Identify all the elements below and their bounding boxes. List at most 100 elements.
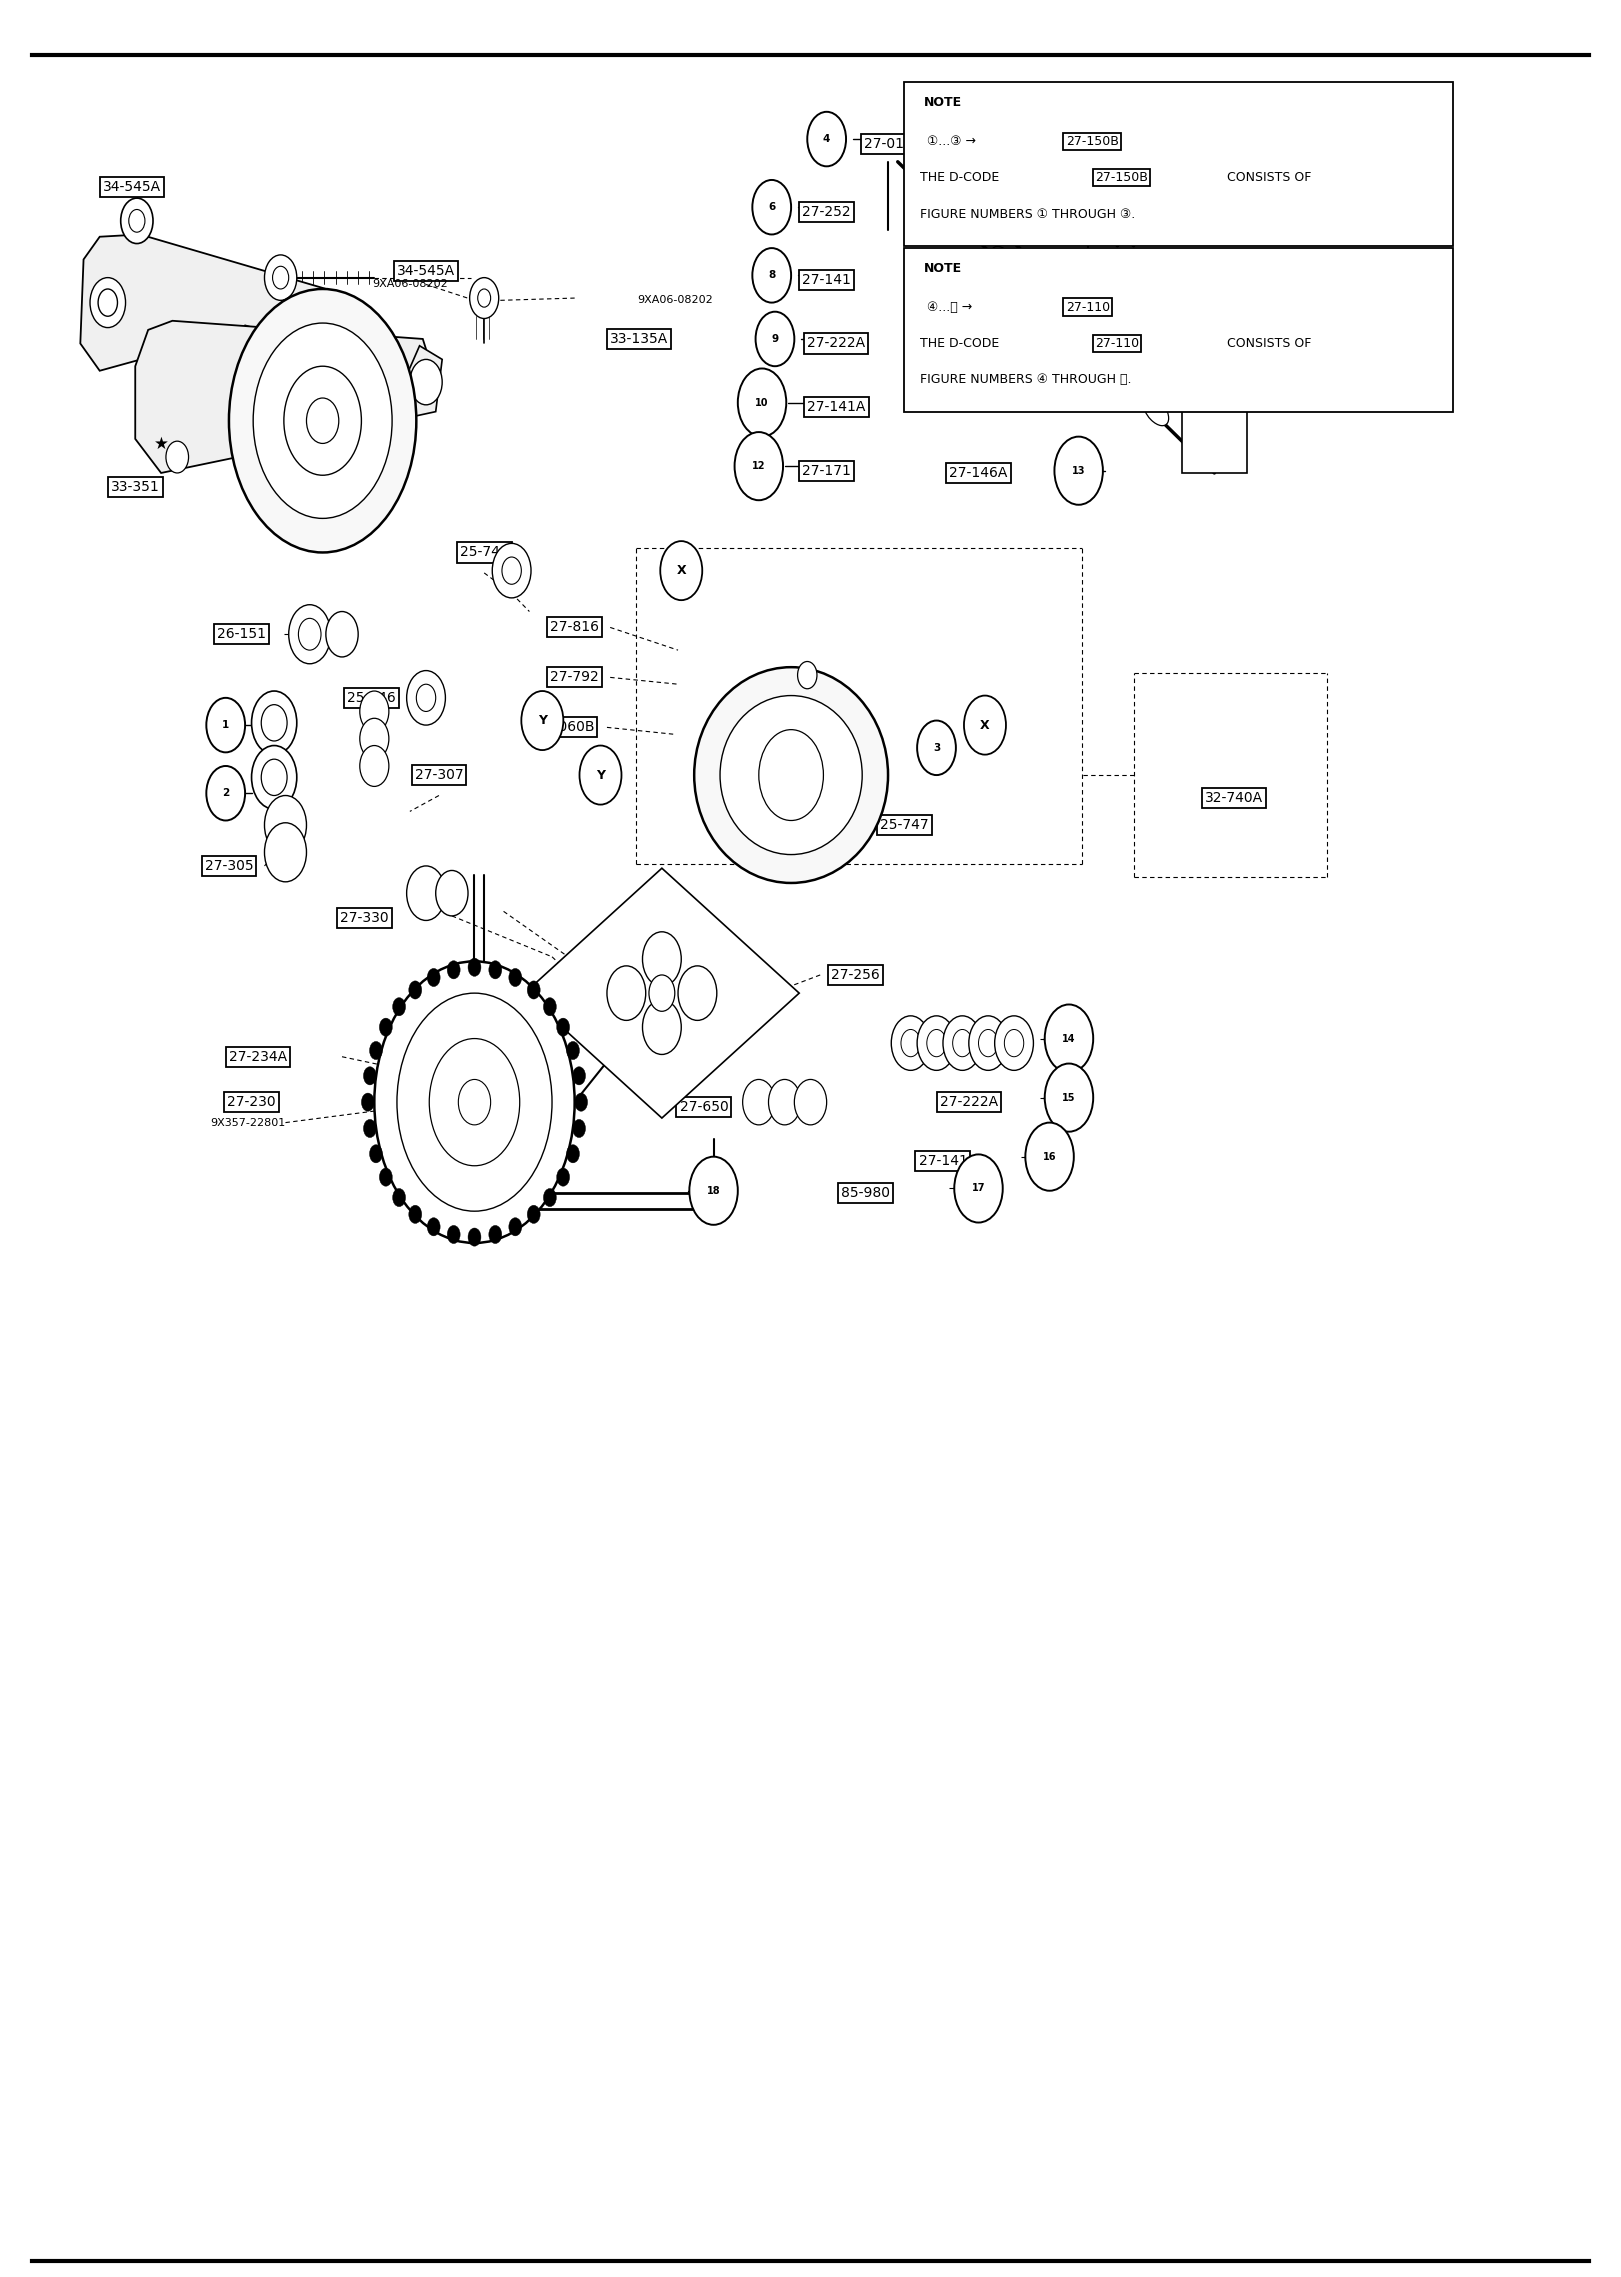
Circle shape [360,690,389,731]
Circle shape [1005,1029,1024,1057]
Text: X: X [981,720,990,731]
Circle shape [470,278,499,319]
Circle shape [742,1079,775,1125]
Circle shape [543,1189,556,1207]
Circle shape [572,1066,585,1084]
Bar [1182,348,1247,474]
Bar [905,248,1454,412]
Circle shape [556,1018,569,1036]
Ellipse shape [1143,396,1169,426]
Circle shape [379,1168,392,1186]
Text: 85-980: 85-980 [841,1186,890,1200]
Text: 25-115: 25-115 [1044,209,1094,223]
Ellipse shape [1029,285,1055,314]
Circle shape [128,209,144,232]
Text: 27-252: 27-252 [802,205,851,219]
Text: 27-018: 27-018 [864,137,913,150]
Circle shape [370,1041,383,1059]
Text: 27-234A: 27-234A [229,1050,287,1063]
Text: 27-150B: 27-150B [1094,171,1148,184]
Circle shape [374,961,575,1243]
Text: NOTE: NOTE [924,96,961,109]
Circle shape [468,1227,481,1246]
Circle shape [579,745,621,804]
Circle shape [493,544,532,599]
Text: 9X357-22801: 9X357-22801 [211,1118,285,1127]
Text: THE D-CODE: THE D-CODE [921,171,1000,184]
Text: 33-125: 33-125 [139,398,188,412]
Circle shape [363,1066,376,1084]
Circle shape [734,433,783,501]
Text: 3: 3 [932,742,940,754]
Circle shape [995,184,1034,239]
Text: Y: Y [538,715,546,726]
Text: 1: 1 [222,720,229,731]
Ellipse shape [694,667,888,883]
Circle shape [503,558,522,585]
Circle shape [436,870,468,915]
Text: 34-545A: 34-545A [397,264,456,278]
Circle shape [206,765,245,820]
Text: 25-746: 25-746 [347,690,396,706]
Text: 5: 5 [1140,134,1148,143]
Circle shape [408,981,421,1000]
Text: 32-131B: 32-131B [1185,369,1243,383]
Polygon shape [81,235,334,371]
Circle shape [263,312,308,376]
Circle shape [459,1079,491,1125]
Circle shape [566,1041,579,1059]
Text: 27-222A: 27-222A [807,337,866,351]
Text: 27-110: 27-110 [1065,301,1110,314]
Circle shape [417,683,436,710]
Circle shape [490,1225,503,1243]
Ellipse shape [1067,321,1093,351]
Bar [905,82,1454,246]
Text: 14: 14 [1062,1034,1076,1043]
Circle shape [284,367,361,476]
Circle shape [229,289,417,553]
Text: FIGURE NUMBERS ① THROUGH ③.: FIGURE NUMBERS ① THROUGH ③. [921,207,1136,221]
Ellipse shape [720,694,862,854]
Circle shape [642,1000,681,1054]
Text: ①...③ →: ①...③ → [927,134,976,148]
Text: 27-222A: 27-222A [940,1095,999,1109]
Text: 26-060B: 26-060B [535,720,595,735]
Text: 27-141A: 27-141A [807,401,866,414]
Polygon shape [135,321,436,474]
Circle shape [91,278,125,328]
Text: 27-123: 27-123 [945,1036,994,1050]
Text: 4: 4 [823,134,830,143]
Circle shape [363,1120,376,1138]
Text: ★: ★ [154,435,169,453]
Circle shape [272,266,289,289]
Text: 27-305: 27-305 [204,858,253,872]
Circle shape [689,1157,738,1225]
Text: 11: 11 [1149,371,1162,380]
Circle shape [407,672,446,724]
Text: 15: 15 [1062,1093,1076,1102]
Circle shape [678,965,716,1020]
Text: 8: 8 [768,271,775,280]
Text: NOTE: NOTE [924,262,961,276]
Text: 27-110: 27-110 [1094,337,1140,351]
Text: 2: 2 [222,788,229,799]
Circle shape [995,1016,1034,1070]
Circle shape [648,975,674,1011]
Circle shape [892,1016,930,1070]
Circle shape [955,1154,1003,1223]
Circle shape [253,323,392,519]
Circle shape [447,961,460,979]
Circle shape [572,1120,585,1138]
Circle shape [522,690,564,749]
Circle shape [264,795,306,854]
Circle shape [447,1225,460,1243]
Circle shape [752,248,791,303]
Text: 27-792: 27-792 [550,669,600,685]
Text: 7: 7 [1010,207,1018,216]
Text: 9XA06-08202: 9XA06-08202 [637,296,713,305]
Text: CONSISTS OF: CONSISTS OF [1227,171,1311,184]
Text: FIGURE NUMBERS ④ THROUGH ⑱.: FIGURE NUMBERS ④ THROUGH ⑱. [921,373,1131,387]
Circle shape [917,720,956,774]
Circle shape [964,694,1007,754]
Circle shape [430,1038,520,1166]
